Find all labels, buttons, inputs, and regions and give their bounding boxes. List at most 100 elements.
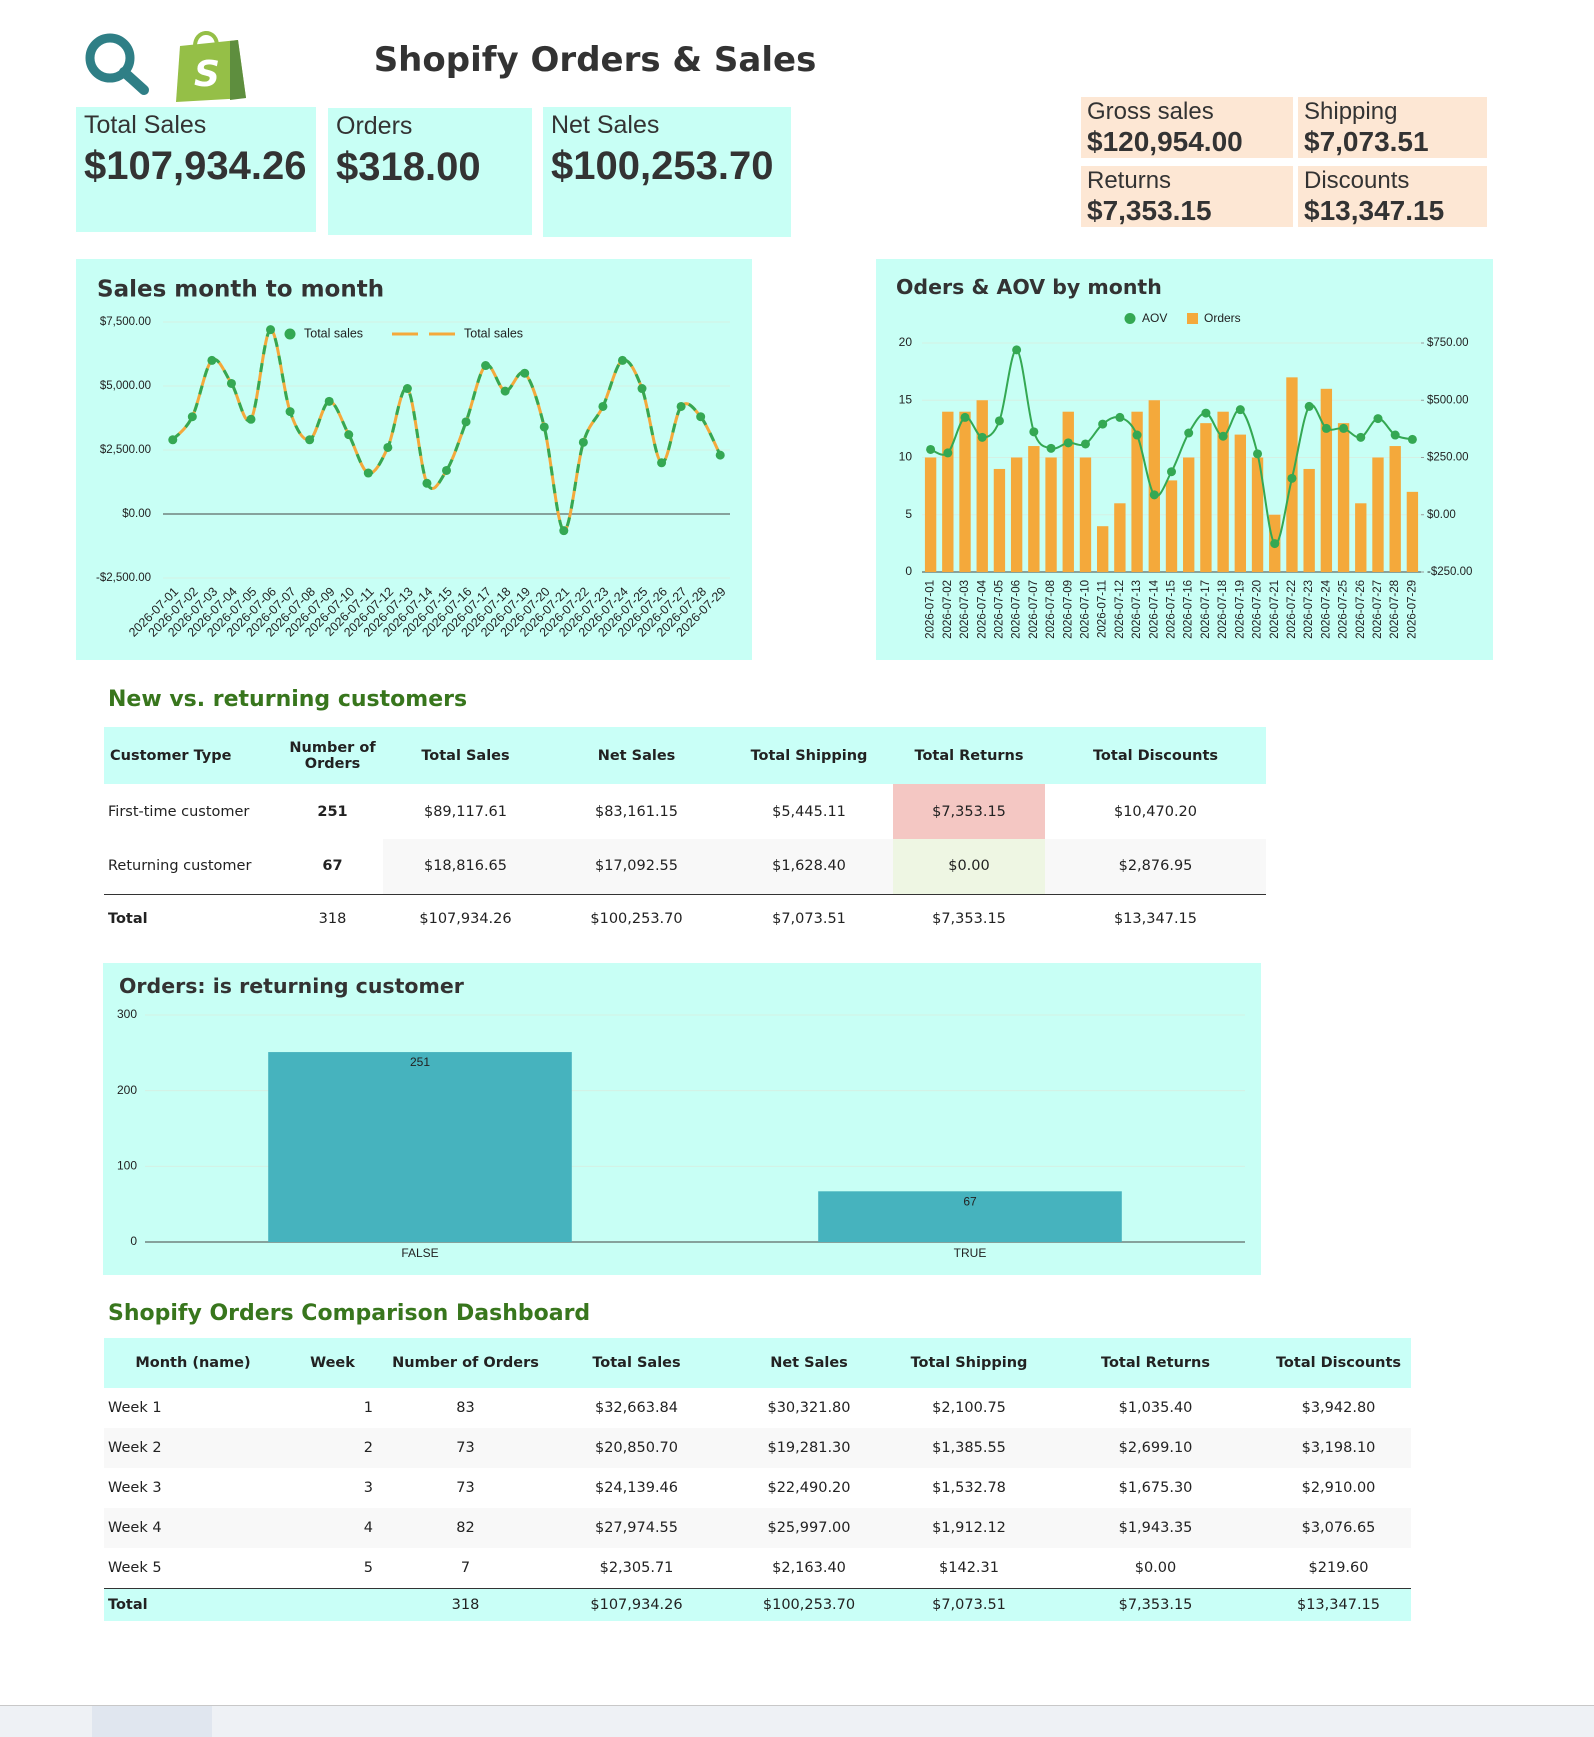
legend-label: AOV [1142,311,1167,325]
sales-point [266,325,276,335]
legend-marker [1124,313,1136,324]
table-cell: Week 2 [104,1428,282,1468]
total-cell: $100,253.70 [590,911,683,928]
sales-point [383,442,393,452]
table-cell: $3,198.10 [1266,1428,1411,1468]
sales-point [422,478,432,488]
total-cell: $7,073.51 [772,911,846,928]
x-tick-label: 2026-07-26 [1355,580,1367,639]
x-tick-label: 2026-07-12 [1114,580,1126,639]
sales-point [559,526,569,536]
table-cell: $30,321.80 [767,1400,851,1416]
aov-point [1184,428,1194,438]
sales-point [285,407,295,417]
orders-bar [1045,457,1057,572]
y-tick-label: $2,500.00 [100,444,151,456]
x-tick-label: 2026-07-28 [1389,580,1401,639]
summary-value: $13,347.15 [1304,195,1445,226]
aov-point [1080,439,1090,449]
orders-bar [1183,457,1195,572]
table-cell: $18,816.65 [383,839,548,894]
x-tick-label: 2026-07-15 [1166,580,1178,639]
table-cell: $3,076.65 [1266,1508,1411,1548]
table-cell: $0.00 [893,839,1045,894]
chart-title: Sales month to month [97,277,384,303]
aov-point [1270,539,1280,549]
aov-point [1046,443,1056,453]
summary-card: Shipping $7,073.51 [1298,97,1487,158]
legend-label: Total sales [464,326,523,340]
data-row: Week 2 2 73 $20,850.70 $19,281.30 $1,385.55 $2… [104,1428,1411,1468]
total-cell: $7,073.51 [932,1596,1006,1613]
sales-point [305,435,315,445]
shopify-logo [176,40,246,102]
orders-bar [1217,411,1229,572]
kpi-label: Net Sales [551,111,660,139]
y-tick-label: 10 [899,450,913,464]
chart: Oders & AOV by month 0 5 10 15 20 -$250.00 $0.0… [896,275,1472,639]
y2-tick-label: $0.00 [1427,509,1456,521]
kpi-value: $318.00 [336,145,481,189]
orders-bar [1303,468,1315,572]
sales-point [481,361,491,371]
sales-point [578,437,588,447]
table-cell: $2,163.40 [772,1559,846,1576]
aov-point [1253,449,1263,459]
x-tick-label: 2026-07-04 [976,579,988,638]
aov-point [1356,432,1366,442]
column-header: Number of Orders [383,1338,548,1388]
orders-bar [1148,400,1160,572]
chart-title: Orders: is returning customer [119,974,465,998]
orders-bar [1337,423,1350,572]
summary-value: $7,353.15 [1087,195,1212,226]
kpi-card: Orders $318.00 [328,108,532,235]
y-tick-label: $5,000.00 [100,380,151,392]
table-cell: $0.00 [1134,1559,1177,1576]
aov-point [1407,434,1417,444]
x-tick-label: FALSE [401,1246,438,1260]
table-cell: Week 4 [104,1508,282,1548]
x-tick-label: 2026-07-27 [1372,580,1384,639]
column-header: Total Returns [893,727,1045,784]
total-cell: $107,934.26 [419,911,512,928]
x-tick-label: 2026-07-20 [1252,580,1264,639]
y-tick-label: 200 [117,1083,137,1097]
table-cell: $19,281.30 [725,1428,893,1468]
summary-label: Shipping [1304,98,1398,125]
table-cell: $219.60 [1308,1559,1369,1576]
table-cell: $20,850.70 [548,1428,725,1468]
aov-point [994,416,1004,426]
column-header: Month (name) [104,1338,282,1388]
aov-point [1115,412,1125,422]
sales-point [207,355,217,365]
orders-bar [1200,423,1212,572]
table-cell: Week 3 [108,1480,162,1496]
table-cell: $83,161.15 [594,803,679,820]
sales-point [168,435,178,445]
orders-bar [1372,457,1384,572]
kpi-label: Orders [336,112,413,140]
x-tick-label: 2026-07-14 [1148,579,1160,638]
shopify-logo-side [230,40,246,100]
orders-bar [1028,446,1040,572]
search-logo-handle [119,67,149,95]
table-cell: $1,628.40 [725,839,893,894]
orders-bar [1096,526,1109,572]
x-tick-label: 2026-07-16 [1183,580,1195,639]
table-cell: $5,445.11 [772,803,846,820]
sheet-tabs [0,1705,1594,1737]
x-tick-label: 2026-07-06 [1011,580,1023,639]
y-tick-label: 20 [899,335,913,349]
active-tab[interactable] [92,1706,212,1737]
y2-tick-label: $750.00 [1427,337,1469,349]
column-header: Total Shipping [893,1338,1045,1388]
kpi-label: Total Sales [84,111,207,139]
total-row: Total 318 $107,934.26 $100,253.70 $7,073.51 $… [104,1588,1411,1621]
column-header: Total Discounts [1266,1338,1411,1388]
bar [268,1052,572,1242]
data-row: Week 5 5 7 $2,305.71 $2,163.40 $142.31 $0.00 $2… [104,1548,1411,1588]
data-row: First-time customer 251 $89,117.61 $83,161.… [104,784,1266,839]
total-cell: 318 [318,911,347,928]
table-cell: $3,942.80 [1301,1400,1376,1416]
